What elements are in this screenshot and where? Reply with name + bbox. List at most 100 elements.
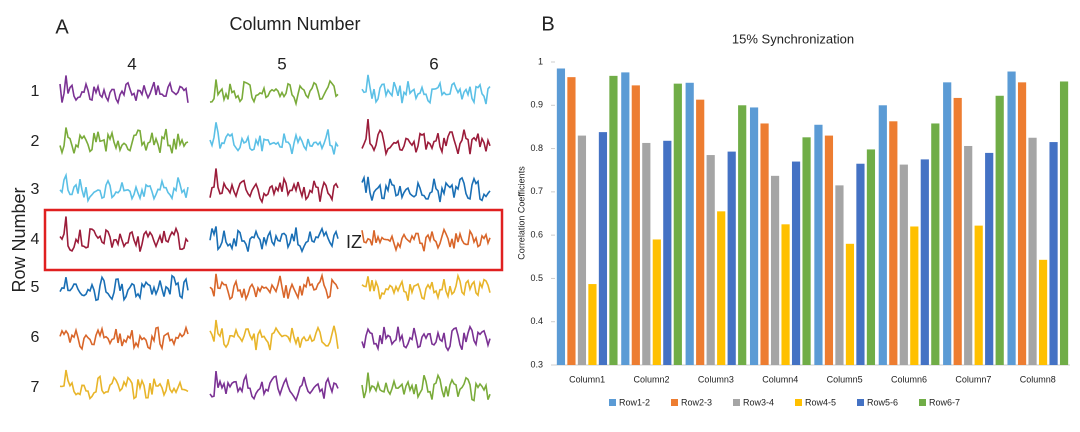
legend-swatch [857, 399, 864, 406]
row-axis-label: Row Number [9, 187, 29, 292]
row-label: 1 [31, 83, 40, 100]
bar [717, 211, 726, 365]
bar [588, 284, 597, 365]
signal-trace [59, 324, 189, 351]
x-tick-label: Column5 [827, 374, 863, 384]
highlight-box [43, 208, 504, 272]
legend-swatch [671, 399, 678, 406]
bar [802, 137, 811, 365]
signal-trace [209, 272, 339, 302]
x-tick-label: Column8 [1020, 374, 1056, 384]
y-tick-label: 0.5 [530, 273, 543, 283]
signal-trace [361, 174, 491, 203]
annotation: IZ [346, 232, 362, 252]
bar [685, 82, 694, 365]
row-label: 6 [31, 329, 40, 346]
y-tick-label: 0.3 [530, 359, 543, 369]
bar [878, 105, 887, 366]
legend-label: Row1-2 [619, 397, 650, 407]
signal-trace [59, 172, 189, 204]
signal-trace [59, 274, 189, 302]
bar [1028, 137, 1037, 365]
y-tick-label: 0.9 [530, 100, 543, 110]
legend-label: Row3-4 [743, 397, 774, 407]
y-axis-label: Correlation Coefficients [516, 166, 526, 260]
panel-label: B [541, 13, 554, 35]
bar [899, 164, 908, 365]
x-tick-label: Column7 [955, 374, 991, 384]
row-label: 5 [31, 279, 40, 296]
bar [567, 77, 576, 366]
legend-swatch [795, 399, 802, 406]
bar [770, 175, 780, 365]
bar [835, 185, 844, 365]
y-tick-label: 1 [538, 56, 543, 66]
bar [889, 121, 898, 366]
y-tick-label: 0.4 [530, 316, 543, 326]
signal-trace [59, 216, 189, 252]
bar [931, 123, 940, 365]
legend-swatch [733, 399, 740, 406]
signal-trace [361, 74, 491, 105]
signal-trace [361, 272, 491, 301]
bar [985, 152, 994, 365]
bar [814, 124, 823, 365]
bar [995, 95, 1004, 366]
column-label: 4 [127, 54, 136, 73]
bar [974, 225, 983, 365]
bar [824, 135, 834, 365]
bar [781, 224, 790, 365]
bar [920, 159, 929, 365]
bar [727, 151, 736, 365]
bar [943, 82, 952, 365]
panel-label: A [55, 16, 69, 38]
chart-title: 15% Synchronization [732, 31, 854, 46]
signal-trace [209, 319, 339, 351]
signal-trace [59, 127, 189, 156]
signal-trace [209, 371, 339, 402]
x-tick-label: Column1 [569, 374, 605, 384]
bar [598, 132, 608, 365]
bar [749, 107, 759, 365]
row-label: 2 [31, 133, 40, 150]
legend-label: Row6-7 [929, 397, 960, 407]
legend-swatch [919, 399, 926, 406]
row-label: 7 [31, 379, 40, 396]
bar [845, 243, 855, 365]
legend-swatch [609, 399, 616, 406]
bar [673, 83, 682, 366]
bar [1059, 81, 1069, 365]
signal-trace [361, 119, 491, 157]
row-label: 4 [31, 231, 40, 248]
bar [1007, 71, 1016, 365]
signal-trace [209, 168, 339, 205]
y-tick-label: 0.7 [530, 186, 543, 196]
legend-label: Row4-5 [805, 397, 836, 407]
bar [866, 149, 876, 365]
bar [706, 155, 715, 365]
bar [953, 97, 962, 366]
bar [663, 140, 672, 365]
signal-trace [361, 372, 491, 402]
y-tick-label: 0.6 [530, 230, 543, 240]
bar [642, 142, 651, 365]
x-tick-label: Column6 [891, 374, 927, 384]
bar [577, 135, 587, 365]
bar [621, 72, 630, 365]
bar [760, 123, 769, 365]
bar [738, 105, 747, 366]
bar [1017, 82, 1027, 365]
x-tick-label: Column2 [634, 374, 670, 384]
bar [652, 239, 661, 365]
signal-trace [361, 324, 491, 352]
bar [856, 163, 865, 365]
bar [556, 68, 566, 365]
bar [910, 226, 919, 365]
bar [696, 99, 705, 365]
signal-trace [209, 79, 339, 107]
panel-title: Column Number [229, 14, 360, 34]
signal-trace [209, 122, 339, 155]
bar [964, 145, 973, 365]
x-tick-label: Column4 [762, 374, 798, 384]
